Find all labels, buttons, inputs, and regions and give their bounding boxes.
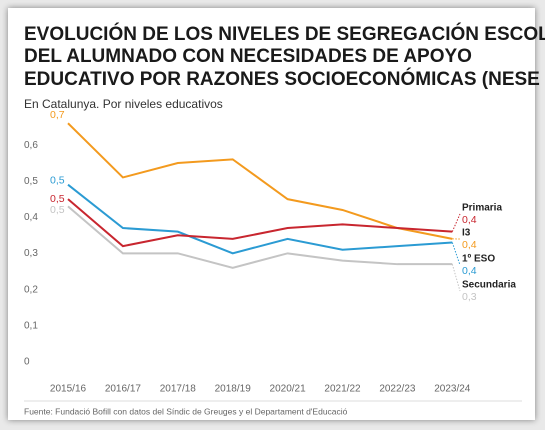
y-tick-label: 0,2 [24, 284, 38, 295]
chart-title: EDUCATIVO POR RAZONES SOCIOECONÓMICAS (N… [24, 68, 545, 90]
data-label: 0,4 [462, 239, 477, 251]
y-tick-label: 0,4 [24, 212, 38, 223]
x-tick-label: 2015/16 [50, 384, 87, 395]
chart-title: EVOLUCIÓN DE LOS NIVELES DE SEGREGACIÓN … [24, 23, 545, 45]
x-tick-label: 2017/18 [160, 384, 197, 395]
chart-title: DEL ALUMNADO CON NECESIDADES DE APOYO [24, 46, 472, 67]
y-tick-label: 0,6 [24, 140, 38, 151]
x-tick-label: 2021/22 [324, 384, 361, 395]
y-tick-label: 0,3 [24, 248, 38, 259]
data-label: 0,5 [50, 204, 65, 216]
x-tick-label: 2016/17 [105, 384, 142, 395]
data-label: 0,5 [50, 193, 65, 205]
legend-label: 1º ESO [462, 254, 495, 265]
data-label: 0,5 [50, 174, 65, 186]
frame [8, 8, 535, 420]
y-tick-label: 0,1 [24, 320, 38, 331]
source: Fuente: Fundació Bofill con datos del Sí… [24, 406, 348, 416]
x-tick-label: 2022/23 [379, 384, 416, 395]
data-label: 0,7 [50, 109, 65, 121]
x-tick-label: 2018/19 [215, 384, 252, 395]
series-line [67, 198, 453, 248]
data-label: 0,4 [462, 265, 477, 277]
connector [451, 213, 461, 232]
series-line [67, 205, 453, 269]
legend-label: Secundaria [462, 280, 516, 291]
x-tick-label: 2023/24 [434, 384, 471, 395]
series-line [67, 122, 453, 240]
x-tick-label: 2020/21 [270, 384, 307, 395]
subtitle: En Catalunya. Por niveles educativos [24, 97, 223, 111]
data-label: 0,4 [462, 214, 477, 226]
connector [451, 242, 461, 266]
y-tick-label: 0 [24, 357, 30, 368]
connector [451, 264, 461, 292]
data-label: 0,3 [462, 291, 477, 303]
series-line [67, 183, 453, 255]
y-tick-label: 0,5 [24, 176, 38, 187]
legend-label: I3 [462, 228, 471, 239]
legend-label: Primaria [462, 203, 502, 214]
